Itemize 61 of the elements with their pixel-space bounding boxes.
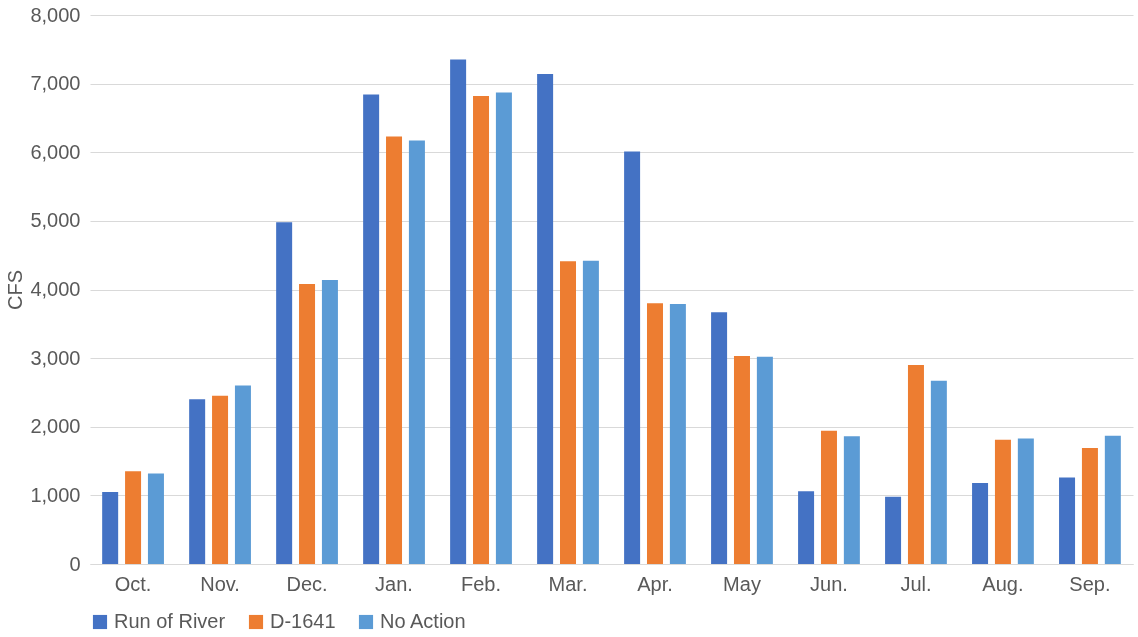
bar — [363, 94, 380, 564]
bar — [560, 261, 577, 564]
x-tick-label: Jan. — [375, 572, 413, 595]
bar — [450, 59, 467, 564]
bar — [102, 491, 119, 564]
bar — [972, 483, 989, 564]
bar — [495, 92, 512, 564]
x-tick-label: Jun. — [810, 572, 848, 595]
bar — [1104, 435, 1121, 564]
bar — [994, 439, 1011, 564]
y-tick-label: 1,000 — [30, 483, 81, 506]
x-tick-label: Jul. — [900, 572, 932, 595]
bar — [885, 496, 902, 564]
bar — [234, 385, 251, 564]
y-axis-title: CFS — [4, 270, 27, 310]
bar — [125, 471, 142, 564]
bar — [733, 356, 750, 564]
y-tick-label: 7,000 — [30, 72, 81, 95]
bar — [473, 95, 490, 564]
bar — [1017, 438, 1034, 564]
bar — [299, 284, 316, 564]
bar — [386, 136, 403, 564]
y-tick-label: 2,000 — [30, 415, 81, 438]
x-tick-label: Oct. — [114, 572, 152, 595]
bar — [276, 222, 293, 564]
y-tick-label: 5,000 — [30, 209, 81, 232]
bar — [843, 436, 860, 564]
x-tick-label: Dec. — [286, 572, 328, 595]
bar — [1081, 448, 1098, 564]
bar — [907, 364, 924, 564]
x-tick-label: Nov. — [200, 572, 240, 595]
bar — [624, 151, 641, 564]
bar — [147, 473, 164, 564]
y-tick-label: 4,000 — [30, 278, 81, 300]
x-tick-label: Aug. — [982, 572, 1024, 595]
x-tick-label: Mar. — [548, 572, 588, 595]
legend-label: Run of River — [114, 610, 226, 632]
bar — [321, 279, 338, 564]
y-tick-label: 8,000 — [30, 3, 81, 26]
legend-label: No Action — [380, 610, 466, 632]
y-tick-label: 0 — [69, 552, 81, 575]
bar — [798, 491, 815, 564]
bar — [930, 380, 947, 564]
x-tick-label: May — [723, 572, 761, 595]
bar — [711, 312, 728, 564]
bar — [1059, 477, 1076, 564]
legend-label: D-1641 — [270, 610, 336, 632]
x-tick-label: Feb. — [461, 572, 502, 595]
bar — [582, 260, 599, 564]
bar — [756, 356, 773, 564]
y-tick-label: 6,000 — [30, 140, 81, 163]
bar — [408, 140, 425, 564]
x-tick-label: Apr. — [637, 572, 673, 595]
bar — [669, 303, 686, 564]
bar — [820, 430, 837, 564]
x-tick-label: Sep. — [1069, 572, 1111, 595]
y-tick-label: 3,000 — [30, 346, 81, 369]
bar — [646, 303, 663, 564]
bar — [189, 399, 206, 564]
bar — [212, 395, 229, 564]
bar — [537, 74, 554, 564]
